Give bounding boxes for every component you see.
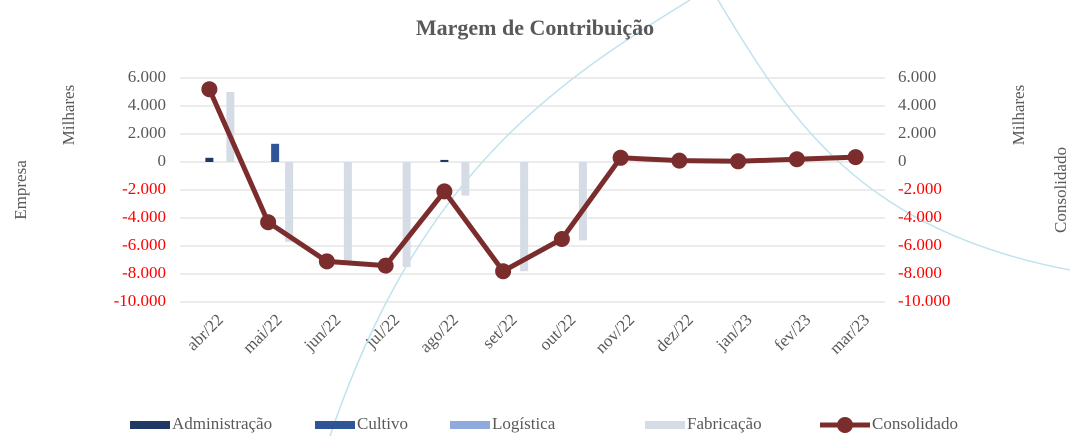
x-tick-label: mai/22 [239, 310, 286, 357]
y-tick-label: 0 [158, 151, 167, 170]
line-marker [553, 231, 570, 247]
y-tick-label: 6.000 [128, 67, 166, 86]
bar [440, 159, 449, 162]
x-tick-label: jan/23 [712, 310, 756, 354]
x-tick-label: abr/22 [183, 310, 227, 354]
y-tick-label: 4.000 [128, 95, 166, 114]
y-axis-unit: Milhares [59, 85, 78, 145]
y-tick-label: -8.000 [122, 263, 166, 282]
y2-axis-unit: Milhares [1009, 85, 1028, 145]
line [207, 88, 856, 274]
line-marker [201, 81, 218, 98]
legend-label: Fabricação [687, 414, 762, 433]
line-marker [612, 149, 629, 166]
line-marker [730, 153, 747, 170]
chart-title: Margem de Contribuição [416, 15, 654, 40]
bar [285, 162, 294, 242]
bar [205, 157, 214, 162]
bar [226, 92, 235, 162]
legend-swatch [645, 421, 685, 429]
line-marker [377, 257, 394, 274]
y-tick-label: -4.000 [122, 207, 166, 226]
y2-tick-label: -6.000 [898, 235, 942, 254]
y-tick-label: -10.000 [114, 291, 166, 310]
y2-tick-label: 4.000 [898, 95, 936, 114]
y-tick-label: 2.000 [128, 123, 166, 142]
line-marker [671, 152, 688, 169]
y2-tick-label: -10.000 [898, 291, 950, 310]
x-tick-label: out/22 [535, 310, 579, 354]
bar [461, 162, 470, 196]
y2-tick-label: 6.000 [898, 67, 936, 86]
line-marker [260, 214, 277, 231]
legend-swatch [450, 421, 490, 429]
x-tick-label: jun/22 [300, 310, 345, 355]
line-marker [436, 183, 453, 200]
bar [520, 162, 529, 272]
bar [343, 162, 352, 263]
y2-tick-label: 0 [898, 151, 907, 170]
legend-label: Administração [172, 414, 272, 433]
legend-swatch [837, 417, 853, 433]
y2-tick-label: -2.000 [898, 179, 942, 198]
x-tick-label: fev/23 [770, 310, 814, 354]
legend-swatch [315, 421, 355, 429]
x-tick-label: nov/22 [591, 310, 638, 357]
y-tick-label: -6.000 [122, 235, 166, 254]
bar [402, 162, 411, 267]
x-tick-label: mar/23 [826, 310, 873, 357]
y-tick-label: -2.000 [122, 179, 166, 198]
x-tick-label: dez/22 [651, 310, 696, 355]
legend-swatch [130, 421, 170, 429]
legend-label: Cultivo [357, 414, 408, 433]
y2-tick-label: 2.000 [898, 123, 936, 142]
x-tick-label: set/22 [479, 310, 521, 352]
decorative-curve [717, 0, 1070, 271]
bar [271, 143, 280, 162]
legend-label: Logística [492, 414, 556, 433]
line-marker [788, 151, 805, 168]
y2-tick-label: -8.000 [898, 263, 942, 282]
x-tick-label: ago/22 [416, 310, 462, 356]
bar [578, 162, 587, 241]
y2-axis-title: Consolidado [1051, 147, 1070, 233]
y2-tick-label: -4.000 [898, 207, 942, 226]
line-marker [495, 263, 512, 280]
legend-label: Consolidado [872, 414, 958, 433]
y-axis-title: Empresa [11, 160, 30, 220]
line-marker [318, 253, 335, 270]
line-marker [847, 149, 864, 166]
decorative-curve [329, 0, 691, 436]
x-tick-label: jul/22 [361, 310, 403, 352]
